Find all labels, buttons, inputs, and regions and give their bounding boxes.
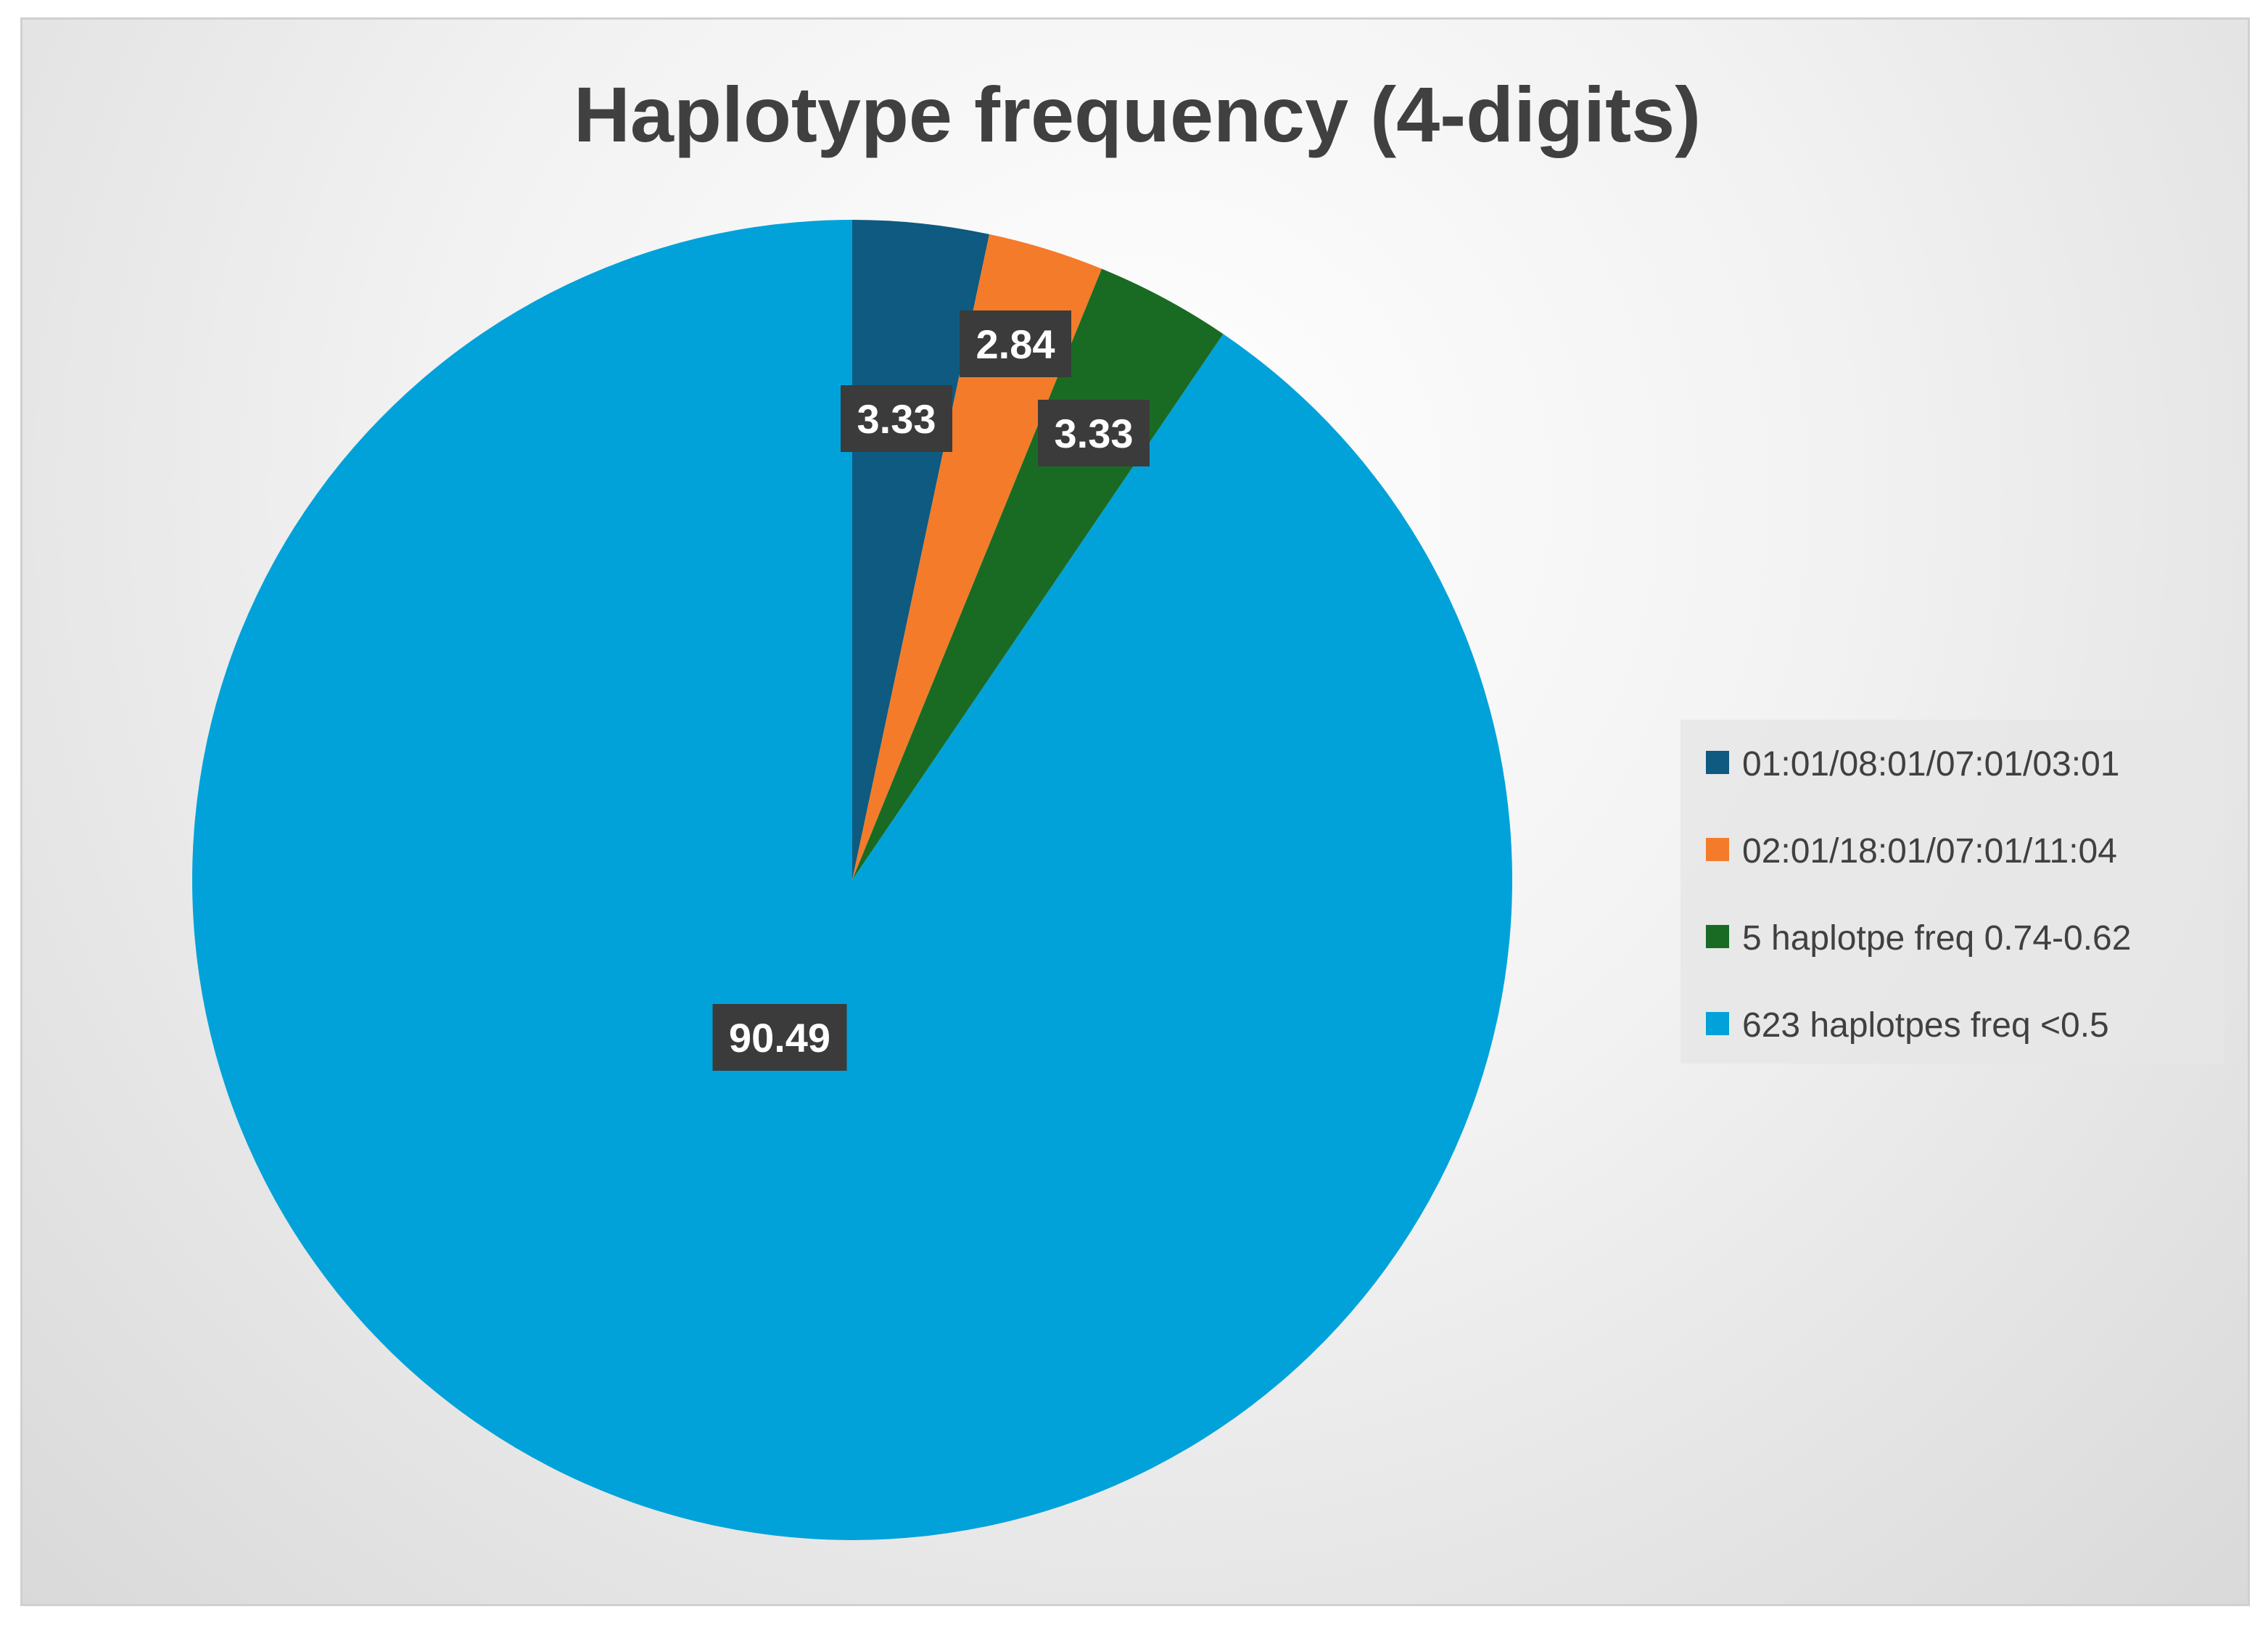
legend-swatch bbox=[1706, 925, 1729, 948]
data-label-3: 3.33 bbox=[1038, 400, 1150, 466]
chart-title: Haplotype frequency (4-digits) bbox=[574, 70, 1701, 158]
legend-label: 01:01/08:01/07:01/03:01 bbox=[1742, 745, 2119, 783]
data-label-box bbox=[712, 1004, 847, 1071]
legend-label: 02:01/18:01/07:01/11:04 bbox=[1742, 832, 2117, 871]
data-label-value: 3.33 bbox=[1055, 411, 1134, 456]
data-label-4: 90.49 bbox=[712, 1004, 847, 1071]
data-label-box bbox=[1038, 400, 1150, 466]
pie-slice-2 bbox=[852, 234, 1102, 880]
pie-slice-4 bbox=[191, 220, 1512, 1540]
pie-slice-1 bbox=[852, 220, 990, 880]
legend: 01:01/08:01/07:01/03:01 02:01/18:01/07:01… bbox=[1681, 720, 2224, 1064]
data-label-value: 90.49 bbox=[729, 1015, 830, 1061]
legend-swatch bbox=[1706, 751, 1729, 774]
data-label-box bbox=[841, 385, 952, 452]
legend-item-2: 02:01/18:01/07:01/11:04 bbox=[1706, 832, 2117, 871]
legend-swatch bbox=[1706, 838, 1729, 861]
legend-item-3: 5 haplotpe freq 0.74-0.62 bbox=[1706, 919, 2131, 958]
legend-background bbox=[1681, 720, 2224, 1064]
data-label-value: 3.33 bbox=[857, 396, 936, 442]
data-label-value: 2.84 bbox=[976, 321, 1055, 367]
data-label-box bbox=[960, 310, 1071, 377]
legend-label: 5 haplotpe freq 0.74-0.62 bbox=[1742, 919, 2131, 958]
legend-item-1: 01:01/08:01/07:01/03:01 bbox=[1706, 745, 2119, 783]
legend-label: 623 haplotpes freq <0.5 bbox=[1742, 1006, 2109, 1045]
legend-swatch bbox=[1706, 1012, 1729, 1035]
data-label-2: 2.84 bbox=[960, 310, 1071, 377]
legend-item-4: 623 haplotpes freq <0.5 bbox=[1706, 1006, 2109, 1045]
data-label-1: 3.33 bbox=[841, 385, 952, 452]
pie-slices bbox=[191, 220, 1512, 1540]
